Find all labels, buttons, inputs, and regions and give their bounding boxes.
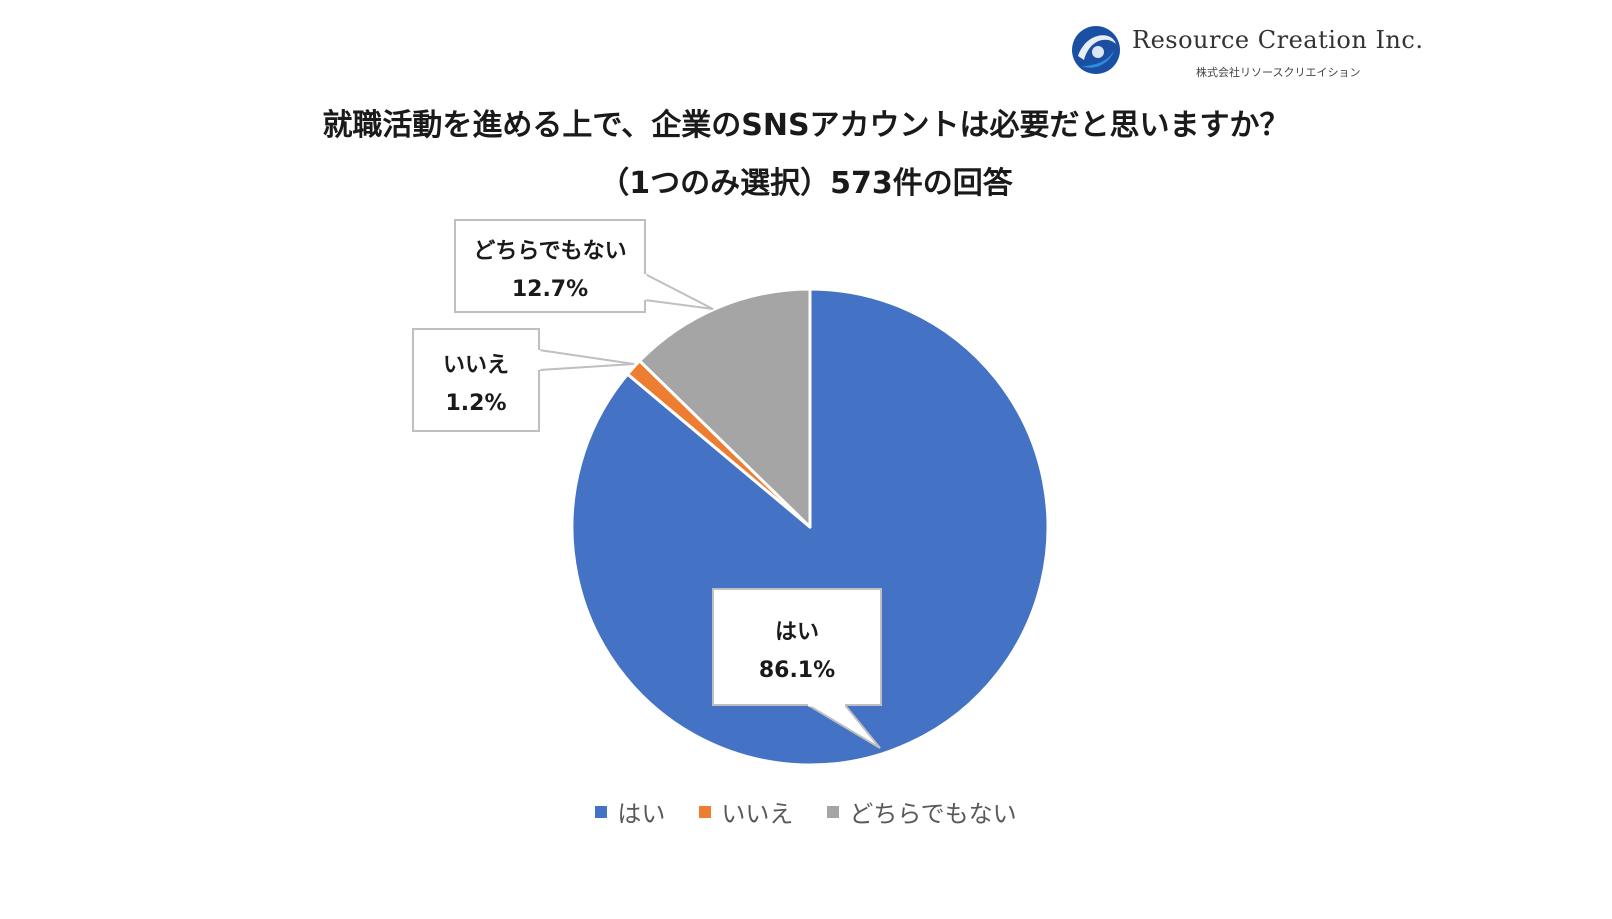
- callout-pointer: [644, 272, 714, 310]
- legend-swatch: [699, 805, 712, 818]
- chart-title-line1: 就職活動を進める上で、企業のSNSアカウントは必要だと思いますか？: [322, 108, 1290, 143]
- callout-percent-label: 1.2%: [445, 391, 506, 416]
- legend-item-1: いいえ: [699, 794, 793, 829]
- callout-category-label: いいえ: [443, 353, 509, 378]
- chart-title-line2: （1つのみ選択）573件の回答: [599, 166, 1013, 201]
- chart-legend: はい いいえ どちらでもない: [0, 794, 1612, 829]
- callout-box: [412, 328, 540, 432]
- legend-swatch: [595, 805, 608, 818]
- pie-slice-0: [570, 287, 1050, 767]
- data-callout-0: はい 86.1%: [712, 588, 882, 749]
- callout-percent-label: 86.1%: [759, 658, 835, 683]
- legend-label: どちらでもない: [849, 800, 1017, 828]
- legend-item-2: どちらでもない: [827, 794, 1017, 829]
- legend-label: はい: [617, 800, 666, 828]
- logo-mark-icon: [1072, 26, 1120, 74]
- logo-company-name: Resource Creation Inc.: [1132, 26, 1424, 54]
- pie-slice-2: [638, 287, 812, 529]
- company-logo: Resource Creation Inc. 株式会社リソースクリエイション: [1068, 18, 1423, 82]
- callout-category-label: どちらでもない: [473, 239, 626, 264]
- callout-category-label: はい: [775, 620, 819, 645]
- legend-label: いいえ: [721, 800, 794, 828]
- legend-swatch: [827, 805, 840, 818]
- callout-percent-label: 12.7%: [512, 277, 588, 302]
- legend-item-0: はい: [595, 794, 665, 829]
- callout-box: [454, 219, 646, 313]
- data-callout-1: いいえ 1.2%: [412, 328, 635, 432]
- logo-company-subtitle: 株式会社リソースクリエイション: [1196, 66, 1361, 79]
- pie-slices: [570, 287, 1050, 767]
- callout-pointer: [538, 348, 635, 372]
- data-callout-2: どちらでもない 12.7%: [454, 219, 714, 313]
- callout-box: [712, 588, 882, 706]
